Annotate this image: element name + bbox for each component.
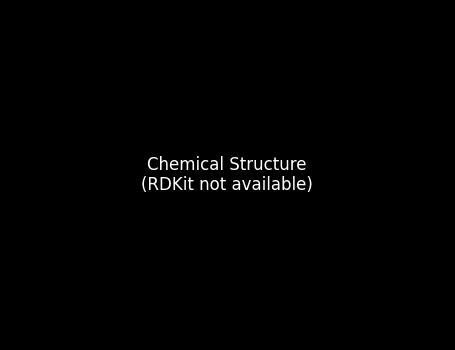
Text: Chemical Structure
(RDKit not available): Chemical Structure (RDKit not available) xyxy=(141,156,313,194)
